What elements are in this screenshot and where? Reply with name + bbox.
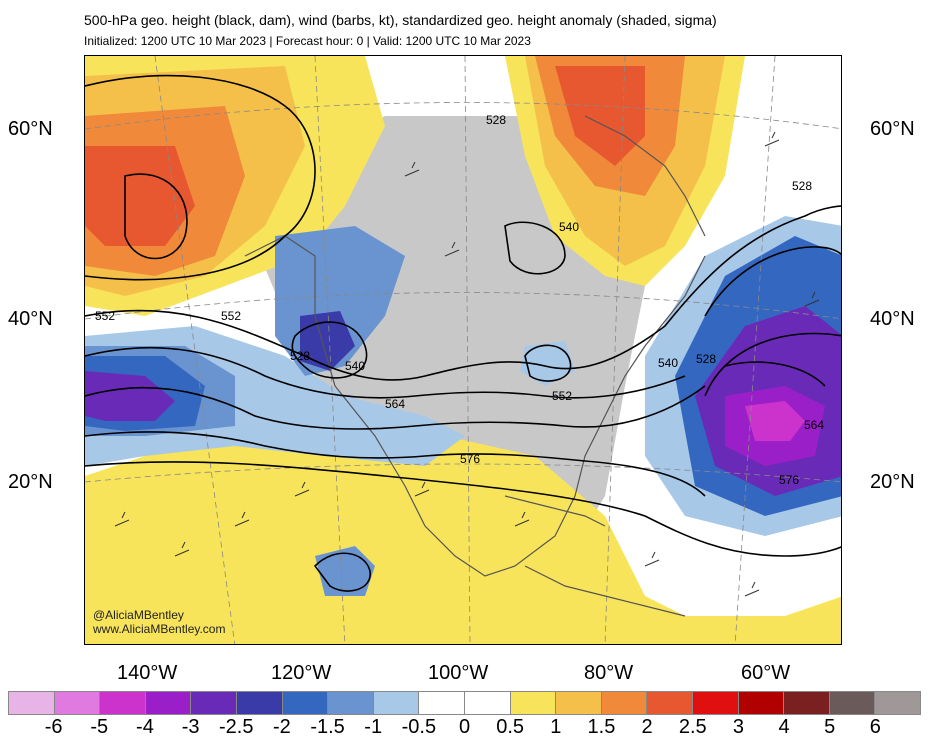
wind-barbs <box>114 131 820 597</box>
credit-handle: @AliciaMBentley <box>93 608 184 622</box>
colorbar-swatch <box>692 692 739 714</box>
colorbar-swatch <box>738 692 785 714</box>
contour-label: 552 <box>552 389 572 403</box>
colorbar-swatch <box>419 692 465 714</box>
colorbar-tick-label: 6 <box>869 716 881 738</box>
colorbar-tick-label: 0 <box>458 716 471 738</box>
colorbar-tick-label: 3 <box>732 716 744 738</box>
colorbar-swatch <box>191 692 237 714</box>
positive-anomaly-south <box>85 416 841 644</box>
lat-label-40n-left: 40°N <box>8 308 53 330</box>
lat-label-40n-right: 40°N <box>870 308 915 330</box>
lon-label-80w: 80°W <box>584 662 634 684</box>
coastlines <box>244 115 706 617</box>
chart-title: 500-hPa geo. height (black, dam), wind (… <box>84 12 717 28</box>
height-contours <box>85 74 841 592</box>
colorbar-tick-label: 2.5 <box>678 716 707 738</box>
contour-label: 564 <box>385 397 405 411</box>
contour-label: 528 <box>696 352 716 366</box>
lat-label-20n-right: 20°N <box>870 471 915 493</box>
colorbar-tick-label: 4 <box>778 716 790 738</box>
colorbar-tick-label: -2.5 <box>219 716 254 738</box>
contour-label: 528 <box>290 349 310 363</box>
graticule <box>85 56 841 644</box>
map-panel: 552 552 528 540 564 576 552 528 540 528 … <box>84 55 842 645</box>
negative-anomaly-west-coast-inner <box>300 311 355 371</box>
colorbar-tick-label: -1.5 <box>310 716 345 738</box>
colorbar-swatch <box>282 692 329 714</box>
colorbar-swatch <box>601 692 648 714</box>
contour-label: 540 <box>658 356 678 370</box>
lon-label-60w: 60°W <box>741 662 791 684</box>
contour-label: 552 <box>221 309 241 323</box>
colorbar-swatch <box>829 692 876 714</box>
colorbar-swatch <box>236 692 283 714</box>
contour-label: 540 <box>345 359 365 373</box>
colorbar-tick-label: -1 <box>364 716 383 738</box>
lon-label-120w: 120°W <box>271 662 332 684</box>
colorbar-swatch <box>464 692 511 714</box>
colorbar-tick-label: -2 <box>272 716 291 738</box>
contour-label: 576 <box>460 452 480 466</box>
chart-subtitle: Initialized: 1200 UTC 10 Mar 2023 | Fore… <box>84 34 531 48</box>
colorbar-tick-label: -3 <box>181 716 200 738</box>
lat-label-20n-left: 20°N <box>8 471 53 493</box>
contour-label: 552 <box>95 309 115 323</box>
colorbar-tick-label: 0.5 <box>496 716 525 738</box>
negative-anomaly-atlantic-4 <box>745 401 805 441</box>
negative-anomaly-great-lakes <box>520 341 575 386</box>
colorbar-swatch <box>647 692 693 714</box>
contour-labels: 552 552 528 540 564 576 552 528 540 528 … <box>95 113 824 487</box>
colorbar-swatch <box>54 692 101 714</box>
negative-anomaly-baja <box>315 546 375 596</box>
colorbar-swatch <box>328 692 374 714</box>
lat-label-60n-left: 60°N <box>8 118 53 140</box>
colorbar-tick-label: -4 <box>136 716 154 738</box>
colorbar-swatch <box>100 692 146 714</box>
contour-label: 528 <box>486 113 506 127</box>
credit-website: www.AliciaMBentley.com <box>93 622 226 636</box>
contour-label: 528 <box>792 179 812 193</box>
colorbar-swatch <box>9 692 55 714</box>
contour-label: 576 <box>779 473 799 487</box>
colorbar-tick-label: 1 <box>550 716 562 738</box>
lon-label-100w: 100°W <box>428 662 489 684</box>
lon-label-140w: 140°W <box>117 662 178 684</box>
colorbar-swatch <box>556 692 602 714</box>
colorbar-tick-label: -5 <box>90 716 109 738</box>
colorbar-tick-label: 1.5 <box>587 716 616 738</box>
colorbar <box>8 691 921 715</box>
lat-label-60n-right: 60°N <box>870 118 915 140</box>
colorbar-tick-label: -0.5 <box>401 716 437 738</box>
colorbar-tick-label: 5 <box>824 716 836 738</box>
colorbar-swatch <box>875 692 920 714</box>
positive-anomaly-2-north-pacific <box>85 146 195 246</box>
colorbar-tick-label: -6 <box>44 716 63 738</box>
colorbar-swatch <box>373 692 420 714</box>
negative-anomaly-pacific-3 <box>85 371 175 421</box>
colorbar-tick-label: 2 <box>641 716 653 738</box>
colorbar-swatch <box>510 692 557 714</box>
map-canvas: 552 552 528 540 564 576 552 528 540 528 … <box>85 56 841 644</box>
contour-label: 564 <box>804 418 824 432</box>
colorbar-swatch <box>145 692 192 714</box>
colorbar-swatch <box>784 692 830 714</box>
contour-label: 540 <box>559 220 579 234</box>
